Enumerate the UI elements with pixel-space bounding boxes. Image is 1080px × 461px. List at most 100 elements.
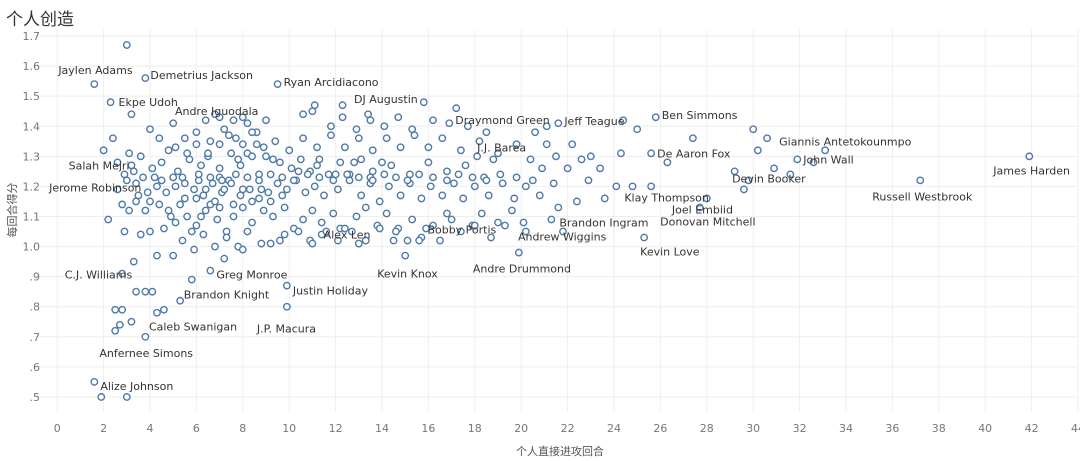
data-point — [99, 146, 108, 155]
data-point — [315, 173, 324, 182]
point-label: Demetrius Jackson — [150, 69, 253, 82]
data-point — [215, 140, 224, 149]
point-label: Kevin Love — [640, 246, 700, 259]
data-point — [136, 230, 145, 239]
x-tick-label: 14 — [375, 422, 389, 435]
data-point — [821, 146, 830, 155]
data-point — [155, 200, 164, 209]
data-point — [394, 113, 403, 122]
data-point — [141, 332, 150, 341]
data-point — [454, 170, 463, 179]
data-point — [380, 122, 389, 131]
data-point — [132, 179, 140, 188]
data-point — [118, 269, 127, 278]
data-point — [378, 158, 386, 167]
data-point — [294, 167, 303, 176]
data-point — [327, 122, 335, 131]
point-label: Andre Drummond — [473, 263, 571, 276]
data-point — [438, 191, 447, 200]
data-point — [206, 266, 215, 275]
data-point — [542, 122, 551, 131]
data-point — [273, 179, 282, 188]
data-point — [368, 176, 377, 185]
data-point — [160, 224, 168, 233]
data-point — [299, 110, 308, 119]
data-point — [264, 188, 273, 197]
point-label: Alize Johnson — [100, 380, 173, 393]
point-label: Anfernee Simons — [99, 347, 193, 360]
point-labels: Jaylen Adams Demetrius Jackson Ryan Arcidi… — [48, 64, 1070, 393]
y-tick-label: 1.1 — [23, 210, 41, 223]
data-point — [489, 155, 498, 164]
x-tick-label: 40 — [978, 422, 992, 435]
y-tick-label: 1.0 — [23, 241, 41, 254]
data-point — [354, 239, 363, 248]
data-point — [201, 206, 210, 215]
data-point — [408, 125, 417, 134]
data-point — [220, 125, 229, 134]
data-point — [227, 179, 236, 188]
data-point — [132, 287, 140, 296]
data-point — [146, 125, 154, 134]
data-point — [313, 143, 321, 152]
data-point — [429, 173, 437, 182]
data-point — [498, 179, 507, 188]
data-point — [392, 173, 400, 182]
point-label: Alex Len — [324, 229, 371, 242]
point-label: Caleb Swanigan — [149, 321, 237, 334]
data-point — [475, 137, 484, 146]
data-point — [487, 233, 495, 242]
data-point — [118, 200, 127, 209]
data-point — [90, 80, 99, 89]
data-point — [740, 185, 748, 194]
data-point — [368, 146, 377, 155]
data-point — [308, 206, 317, 215]
data-point — [148, 164, 157, 173]
data-point — [482, 128, 491, 137]
data-point — [429, 221, 437, 230]
data-point — [308, 107, 317, 116]
data-point — [528, 176, 537, 185]
data-point — [1025, 152, 1034, 161]
data-point — [320, 191, 328, 200]
data-point — [916, 176, 925, 185]
data-point — [510, 194, 519, 203]
data-point — [183, 149, 192, 158]
data-point — [389, 236, 398, 245]
data-point — [278, 173, 287, 182]
data-point — [215, 203, 224, 212]
data-point — [192, 194, 201, 203]
y-tick-label: 1.7 — [23, 30, 41, 43]
data-point — [115, 320, 124, 329]
data-point — [415, 170, 424, 179]
data-point — [257, 185, 266, 194]
data-point — [157, 158, 166, 167]
data-point — [211, 197, 219, 206]
data-point — [106, 98, 115, 107]
data-point — [259, 206, 268, 215]
data-point — [809, 158, 818, 167]
data-point — [282, 185, 291, 194]
data-point — [197, 161, 205, 170]
data-point — [301, 188, 310, 197]
data-point — [206, 137, 215, 146]
data-point — [211, 242, 219, 251]
data-point — [245, 185, 254, 194]
data-point — [357, 191, 366, 200]
x-axis: 0 2 4 6 8 10 12 14 16 18 20 22 24 26 28 30 32 34 36 38 40 42 4… — [54, 422, 1080, 435]
data-point — [220, 254, 229, 263]
data-point — [153, 182, 161, 191]
data-point — [178, 236, 187, 245]
point-label: Salah Mejri — [69, 159, 130, 172]
data-point — [125, 206, 134, 215]
data-point — [651, 113, 660, 122]
x-tick-label: 4 — [147, 422, 154, 435]
data-point — [127, 110, 136, 119]
data-point — [542, 140, 551, 149]
data-point — [204, 149, 212, 158]
data-point — [171, 182, 180, 191]
data-point — [113, 158, 122, 167]
data-point — [763, 134, 772, 143]
data-point — [327, 131, 335, 140]
data-point — [387, 161, 396, 170]
